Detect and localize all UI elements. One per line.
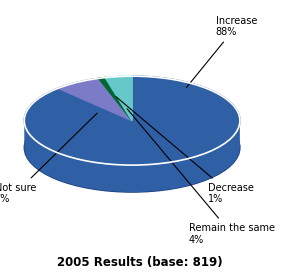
Text: 2005 Results (base: 819): 2005 Results (base: 819) xyxy=(57,256,223,269)
Polygon shape xyxy=(105,76,132,121)
Text: Not sure
7%: Not sure 7% xyxy=(0,113,97,204)
Polygon shape xyxy=(24,121,240,192)
Polygon shape xyxy=(99,78,132,121)
Text: Remain the same
4%: Remain the same 4% xyxy=(127,109,275,245)
Polygon shape xyxy=(58,78,132,121)
Text: Increase
88%: Increase 88% xyxy=(186,16,257,88)
Polygon shape xyxy=(24,76,240,165)
Ellipse shape xyxy=(24,103,240,192)
Text: Decrease
1%: Decrease 1% xyxy=(116,97,253,204)
